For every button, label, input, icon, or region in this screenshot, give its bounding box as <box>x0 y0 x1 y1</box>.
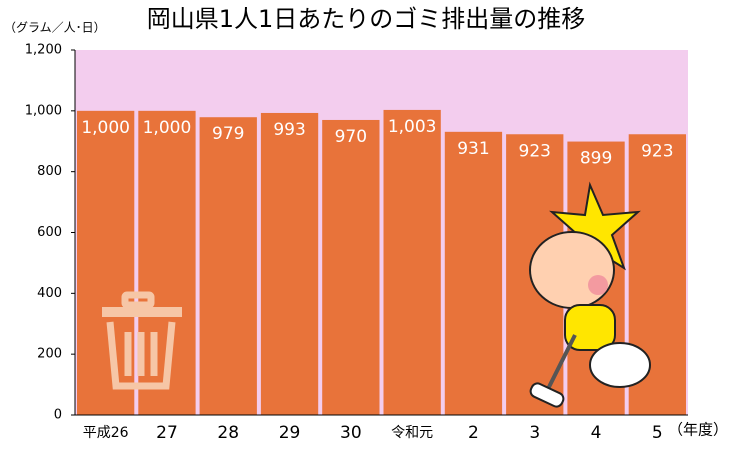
value-label: 993 <box>273 120 305 140</box>
x-tick-label: 30 <box>340 423 362 443</box>
x-axis-label: （年度） <box>668 421 728 439</box>
x-tick-label: 令和元 <box>391 425 433 441</box>
bar <box>322 119 380 415</box>
mascot <box>529 181 651 408</box>
trash-icon <box>102 291 182 390</box>
x-tick-label: 4 <box>591 423 602 443</box>
y-tick-label: 600 <box>37 225 62 240</box>
value-label: 899 <box>580 149 612 169</box>
y-tick-label: 200 <box>37 347 62 362</box>
value-label: 979 <box>212 124 244 144</box>
bar <box>260 112 319 416</box>
x-tick-label: 平成26 <box>83 425 129 441</box>
y-axis-label: （グラム／人･日） <box>4 21 106 35</box>
value-label: 923 <box>641 141 673 161</box>
bar <box>383 109 441 415</box>
x-tick-label: 5 <box>652 423 663 443</box>
y-tick-label: 800 <box>37 164 62 179</box>
value-label: 1,000 <box>143 118 192 138</box>
bar <box>199 117 257 416</box>
y-tick-label: 400 <box>37 286 62 301</box>
value-label: 923 <box>519 141 551 161</box>
y-tick-label: 1,000 <box>25 103 62 118</box>
x-tick-label: 28 <box>217 423 239 443</box>
value-label: 1,000 <box>81 118 130 138</box>
value-label: 1,003 <box>388 117 437 137</box>
y-tick-label: 1,200 <box>25 43 62 58</box>
x-tick-label: 29 <box>279 423 301 443</box>
value-label: 931 <box>457 139 489 159</box>
value-label: 970 <box>335 127 367 147</box>
bars: 1,000 1,000 979 993 970 1,003 931 923 899 923 <box>77 109 686 416</box>
x-tick-label: 27 <box>156 423 178 443</box>
x-tick-label: 2 <box>468 423 479 443</box>
bar <box>444 131 503 415</box>
y-tick-label: 0 <box>54 408 62 423</box>
x-tick-label: 3 <box>529 423 540 443</box>
chart-title: 岡山県1人1日あたりのゴミ排出量の推移 <box>147 5 586 33</box>
